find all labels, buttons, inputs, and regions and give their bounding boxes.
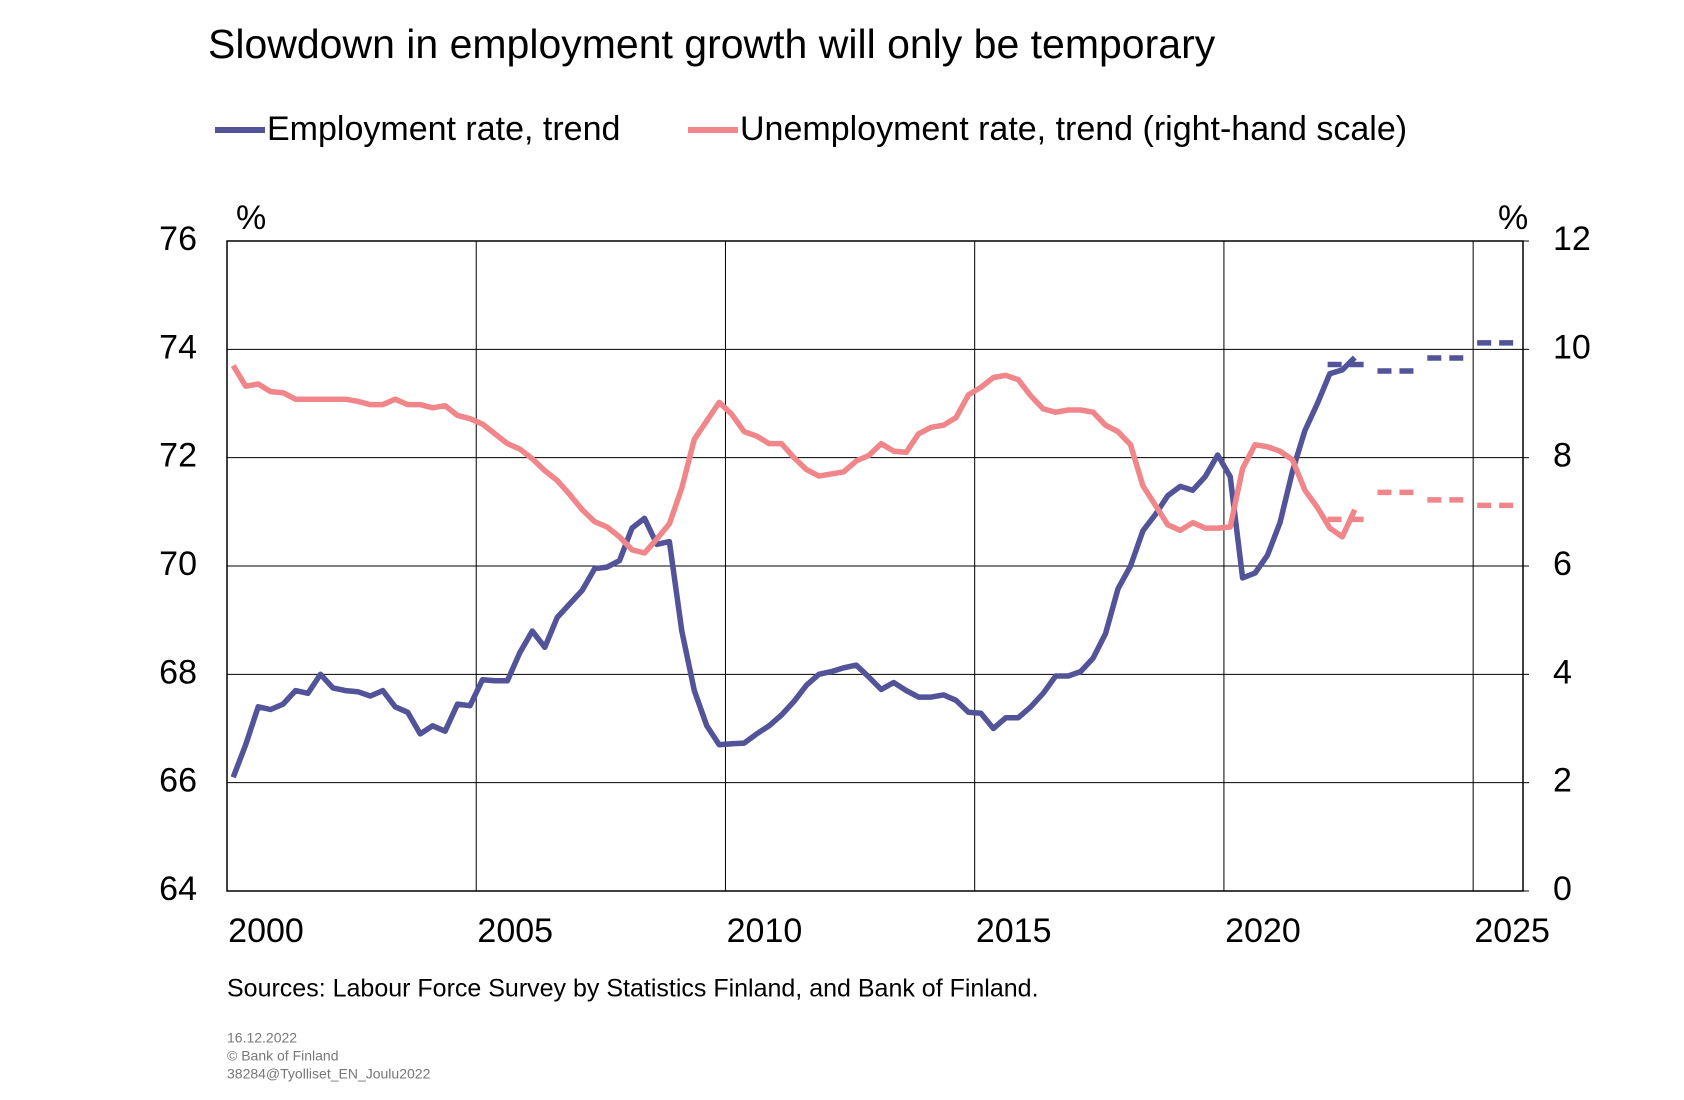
x-tick-label: 2005	[477, 912, 553, 950]
legend-label: Unemployment rate, trend (right-hand sca…	[740, 110, 1407, 148]
y2-tick-label: 2	[1553, 762, 1572, 800]
x-tick-label: 2020	[1225, 912, 1301, 950]
y2-unit: %	[1498, 199, 1528, 237]
y2-tick-label: 12	[1553, 220, 1591, 258]
y-tick-label: 76	[159, 220, 197, 258]
y2-tick-label: 6	[1553, 545, 1572, 583]
y2-tick-label: 8	[1553, 437, 1572, 475]
y-tick-label: 74	[159, 328, 197, 366]
x-tick-label: 2025	[1474, 912, 1550, 950]
y2-tick-label: 10	[1553, 328, 1591, 366]
series-line	[230, 355, 1357, 779]
y-tick-label: 68	[159, 653, 197, 691]
source: Sources: Labour Force Survey by Statisti…	[227, 975, 1039, 1003]
x-tick-label: 2000	[228, 912, 304, 950]
y-tick-label: 72	[159, 437, 197, 475]
series-line	[230, 364, 1358, 556]
x-tick-label: 2010	[727, 912, 803, 950]
legend-label: Employment rate, trend	[267, 110, 620, 148]
y-tick-label: 70	[159, 545, 197, 583]
y-tick-label: 64	[159, 870, 197, 908]
note: 38284@Tyolliset_EN_Joulu2022	[227, 1066, 431, 1082]
y2-tick-label: 0	[1553, 870, 1572, 908]
y2-tick-label: 4	[1553, 653, 1572, 691]
note: © Bank of Finland	[227, 1048, 339, 1064]
chart-title: Slowdown in employment growth will only …	[208, 21, 1216, 67]
y-unit: %	[236, 199, 266, 237]
note: 16.12.2022	[227, 1030, 297, 1046]
x-tick-label: 2015	[976, 912, 1052, 950]
y-tick-label: 66	[159, 762, 197, 800]
plot-frame	[226, 240, 1524, 892]
